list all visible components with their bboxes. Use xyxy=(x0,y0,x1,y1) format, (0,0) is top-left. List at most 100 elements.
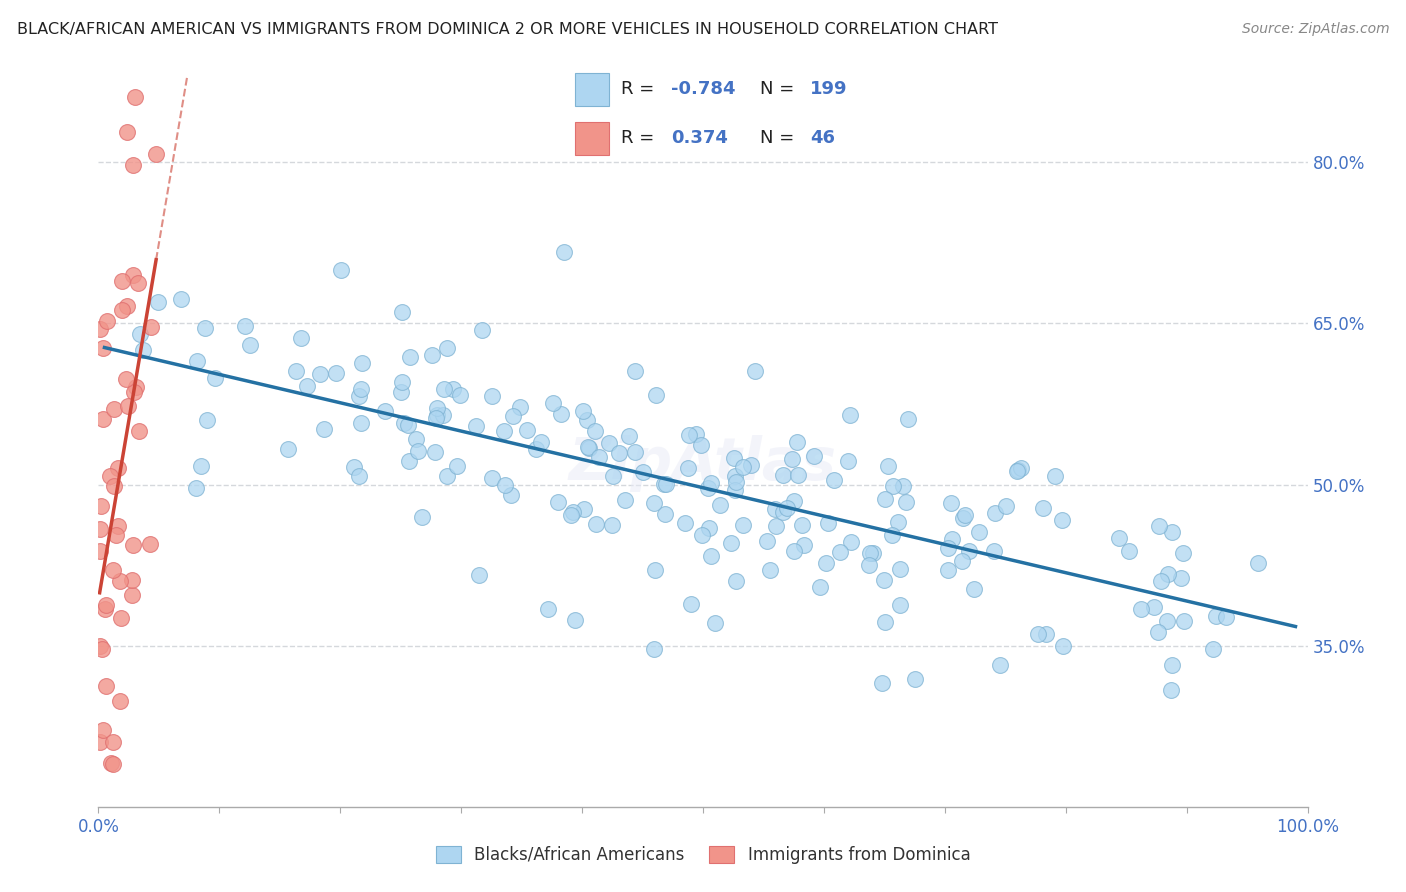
Text: 199: 199 xyxy=(810,80,848,98)
Text: Source: ZipAtlas.com: Source: ZipAtlas.com xyxy=(1241,22,1389,37)
Point xyxy=(815,556,838,570)
Point xyxy=(1143,600,1166,615)
Point xyxy=(1156,614,1178,628)
Text: 46: 46 xyxy=(810,129,835,147)
Point xyxy=(983,506,1005,520)
Point xyxy=(870,675,893,690)
Point xyxy=(783,544,806,558)
Point xyxy=(494,424,516,438)
Point xyxy=(700,475,723,490)
Point xyxy=(411,510,433,524)
Point xyxy=(862,546,884,560)
Point xyxy=(111,303,134,318)
Point xyxy=(343,459,366,474)
Point xyxy=(1035,626,1057,640)
Point xyxy=(786,434,808,449)
Point xyxy=(828,544,851,558)
Point xyxy=(994,500,1017,514)
Point xyxy=(1156,567,1178,582)
Point xyxy=(572,501,595,516)
Point xyxy=(389,385,412,400)
Point xyxy=(1043,469,1066,483)
Point xyxy=(755,534,778,549)
Point xyxy=(103,479,125,493)
Bar xyxy=(575,122,609,155)
Point xyxy=(837,454,859,468)
Point xyxy=(436,341,458,355)
Point xyxy=(700,549,723,563)
Point xyxy=(731,460,754,475)
Point xyxy=(787,468,810,483)
Point xyxy=(1118,544,1140,558)
Point xyxy=(405,432,427,446)
Point xyxy=(839,534,862,549)
Point xyxy=(793,538,815,552)
Point xyxy=(129,326,152,341)
Point xyxy=(887,515,910,529)
Point xyxy=(782,452,804,467)
Point xyxy=(588,450,610,465)
Point xyxy=(494,478,516,492)
Point xyxy=(89,640,111,654)
Point xyxy=(91,412,114,426)
Point xyxy=(572,404,595,418)
Text: -0.784: -0.784 xyxy=(671,80,735,98)
Point xyxy=(170,292,193,306)
Point xyxy=(139,537,162,551)
Point xyxy=(759,563,782,577)
Point xyxy=(309,367,332,381)
Point xyxy=(541,396,564,410)
Text: N =: N = xyxy=(761,129,794,147)
Point xyxy=(425,411,447,425)
Point xyxy=(792,517,814,532)
Point xyxy=(690,438,713,452)
Point xyxy=(602,469,624,483)
Point xyxy=(446,458,468,473)
Point xyxy=(392,417,415,431)
Point xyxy=(1146,625,1168,640)
Point xyxy=(347,469,370,483)
Point xyxy=(436,468,458,483)
Point xyxy=(284,364,307,378)
Point xyxy=(1161,524,1184,539)
Point xyxy=(957,544,980,558)
Point xyxy=(91,723,114,738)
Point xyxy=(655,476,678,491)
Point xyxy=(724,483,747,498)
Point xyxy=(725,574,748,589)
Point xyxy=(426,401,449,416)
Point xyxy=(481,389,503,403)
Point xyxy=(643,641,665,656)
Point xyxy=(1010,461,1032,475)
Point xyxy=(103,402,125,417)
Point xyxy=(100,468,122,483)
Point xyxy=(107,519,129,533)
Point xyxy=(740,458,762,472)
Point xyxy=(91,642,114,657)
Point xyxy=(699,521,721,535)
Point xyxy=(128,424,150,438)
Point xyxy=(441,383,464,397)
Point xyxy=(396,418,419,433)
Point xyxy=(678,461,700,475)
Point xyxy=(499,488,522,502)
Point xyxy=(101,757,124,772)
Point xyxy=(1161,658,1184,673)
Point xyxy=(724,475,747,489)
Point xyxy=(576,440,599,454)
Point xyxy=(904,672,927,686)
Point xyxy=(146,295,169,310)
Point xyxy=(481,471,503,485)
Point xyxy=(619,428,641,442)
Point xyxy=(432,409,454,423)
Point xyxy=(186,353,208,368)
Point xyxy=(121,588,143,602)
Point xyxy=(889,562,911,576)
Point xyxy=(880,528,903,542)
Point xyxy=(516,423,538,437)
Point xyxy=(204,370,226,384)
Point xyxy=(1170,570,1192,584)
Point xyxy=(585,516,607,531)
Point xyxy=(1026,626,1049,640)
Point xyxy=(420,348,443,362)
